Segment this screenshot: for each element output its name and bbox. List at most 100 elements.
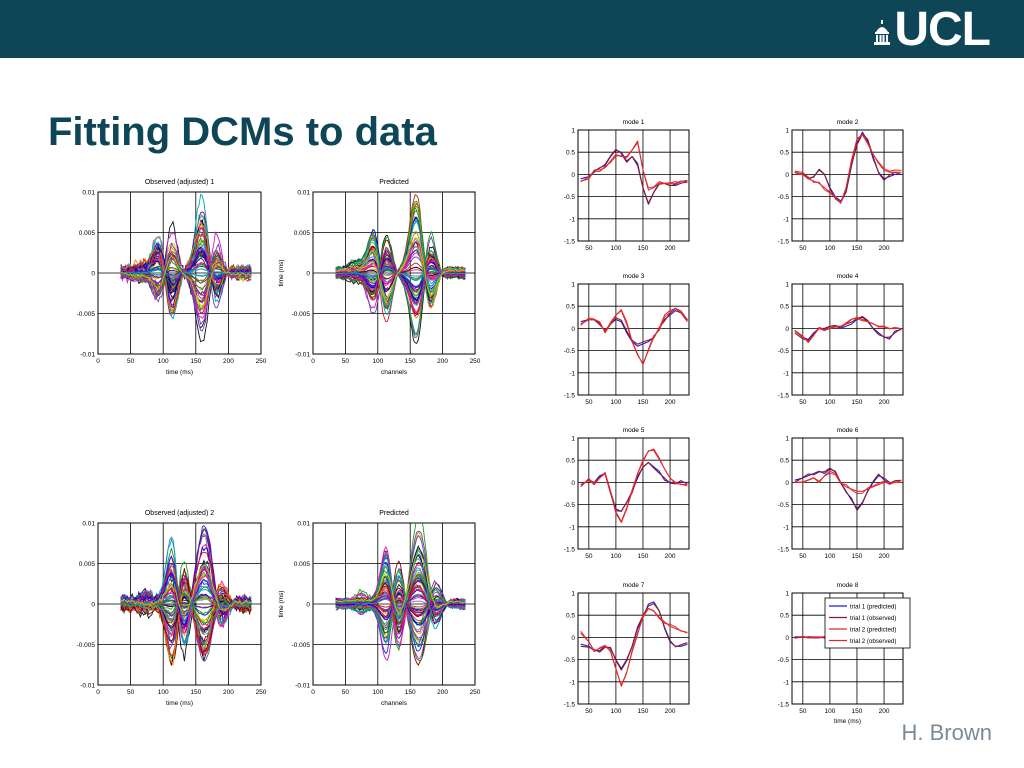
mode1-xtick-label: 200 [665, 245, 676, 252]
mode8-ytick-label: 0.5 [780, 613, 789, 620]
pred2-xtick-label: 150 [405, 689, 416, 696]
mode3-xtick-label: 100 [610, 399, 621, 406]
obs1-title: Observed (adjusted) 1 [145, 179, 214, 186]
mode4-ytick-label: 0.5 [780, 304, 789, 311]
mode-legend: trial 1 (predicted) trial 1 (observed) tri… [824, 597, 911, 649]
pred2-title: Predicted [379, 510, 409, 517]
mode7-series-line [580, 607, 688, 687]
mode1-xtick-label: 50 [585, 245, 593, 252]
mode6-xtick-label: 200 [879, 553, 890, 560]
pred2-trace [335, 579, 466, 631]
mode6-ytick-label: 0 [785, 480, 789, 487]
mode3-xtick-label: 200 [665, 399, 676, 406]
pred2-xtick-label: 0 [311, 689, 315, 696]
mode8-xtick-label: 100 [824, 708, 835, 715]
mode3-axes: 50 100 150 200 1 0.5 0 -0.5 -1 -1.5 [564, 282, 690, 406]
mode6-ytick-label: 1 [785, 436, 789, 443]
pred1-ytick-label: 0.01 [297, 190, 310, 197]
pred1-ytick-label: 0.005 [294, 230, 311, 237]
mode6-series-line [794, 467, 902, 511]
mode4-ytick-label: -0.5 [778, 348, 790, 355]
mode1-ytick-label: 0.5 [566, 150, 575, 157]
obs1-xtick-label: 200 [223, 358, 234, 365]
mode6-xtick-label: 50 [799, 553, 807, 560]
pred2-trace [335, 555, 466, 625]
mode2-series-line [794, 133, 902, 204]
pred1-xtick-label: 100 [372, 358, 383, 365]
author-name: H. Brown [901, 720, 992, 745]
mode2-xtick-label: 150 [852, 245, 863, 252]
mode8-xlabel: time (ms) [834, 718, 861, 725]
mode7-xtick-label: 50 [585, 708, 593, 715]
obs1-ytick-label: 0.005 [79, 230, 96, 237]
obs1-xlabel: time (ms) [166, 369, 193, 376]
mode7-title: mode 7 [623, 582, 645, 589]
mode4-ytick-label: -1 [783, 370, 789, 377]
pred2-xtick-label: 200 [437, 689, 448, 696]
mode2-xtick-label: 50 [799, 245, 807, 252]
pred1-trace [335, 237, 466, 309]
legend-entry: trial 2 (predicted) [850, 626, 896, 633]
mode6-title: mode 6 [837, 427, 859, 434]
pred2-xlabel: channels [381, 700, 408, 707]
mode3-xtick-label: 150 [638, 399, 649, 406]
mode5-title: mode 5 [623, 427, 645, 434]
mode6-axes: 50 100 150 200 1 0.5 0 -0.5 -1 -1.5 [778, 436, 904, 560]
mode2-ytick-label: 0 [785, 172, 789, 179]
mode6-xtick-label: 150 [852, 553, 863, 560]
obs2-xtick-label: 250 [256, 689, 267, 696]
mode3-xtick-label: 50 [585, 399, 593, 406]
pred2-xtick-label: 250 [470, 689, 481, 696]
mode6-series-line [794, 472, 902, 494]
mode1-ytick-label: 1 [571, 128, 575, 135]
pred1-title: Predicted [379, 179, 409, 186]
logo-text: UCL [894, 3, 991, 56]
pred1-trace [335, 248, 466, 314]
mode3-ytick-label: 0 [571, 326, 575, 333]
mode7-ytick-label: 0.5 [566, 613, 575, 620]
obs1-xtick-label: 150 [190, 358, 201, 365]
mode2-ytick-label: 1 [785, 128, 789, 135]
pred1-ytick-label: -0.01 [295, 352, 310, 359]
mode2-ytick-label: 0.5 [780, 150, 789, 157]
obs2-title: Observed (adjusted) 2 [145, 510, 214, 517]
obs1-xtick-label: 100 [158, 358, 169, 365]
obs2-xtick-label: 150 [190, 689, 201, 696]
mode6-xtick-label: 100 [824, 553, 835, 560]
mode5-ytick-label: -1 [569, 524, 575, 531]
mode8-xtick-label: 200 [879, 708, 890, 715]
obs2-ytick-label: 0.005 [79, 561, 96, 568]
obs1-ytick-label: 0.01 [82, 190, 95, 197]
mode2-ytick-label: -1.5 [778, 239, 790, 246]
obs1-ytick-label: -0.005 [77, 311, 96, 318]
mode1-xtick-label: 150 [638, 245, 649, 252]
mode4-ytick-label: 0 [785, 326, 789, 333]
pred2-xtick-label: 100 [372, 689, 383, 696]
mode7-xtick-label: 100 [610, 708, 621, 715]
obs2-ytick-label: 0.01 [82, 521, 95, 528]
mode2-xtick-label: 200 [879, 245, 890, 252]
pred1-trace [335, 231, 466, 303]
mode7-axes: 50 100 150 200 1 0.5 0 -0.5 -1 -1.5 [564, 591, 690, 715]
mode8-ytick-label: -1.5 [778, 702, 790, 709]
mode8-xtick-label: 150 [852, 708, 863, 715]
obs2-trace [120, 572, 252, 617]
obs1-trace [120, 232, 252, 315]
mode2-xtick-label: 100 [824, 245, 835, 252]
ucl-logo: UCL [874, 3, 991, 56]
mode1-xtick-label: 100 [610, 245, 621, 252]
mode4-series-line [794, 318, 902, 344]
obs2-ytick-label: -0.01 [80, 683, 95, 690]
mode5-series-line [580, 461, 688, 512]
pred1-xtick-label: 250 [470, 358, 481, 365]
pred1-xlabel: channels [381, 369, 408, 376]
pred2-ytick-label: -0.01 [295, 683, 310, 690]
obs2-trace [120, 537, 252, 647]
obs2-traces [120, 525, 252, 667]
mode7-ytick-label: 0 [571, 635, 575, 642]
mode4-xtick-label: 200 [879, 399, 890, 406]
mode1-ytick-label: 0 [571, 172, 575, 179]
mode6-ytick-label: -1 [783, 524, 789, 531]
obs1-trace [120, 231, 252, 314]
